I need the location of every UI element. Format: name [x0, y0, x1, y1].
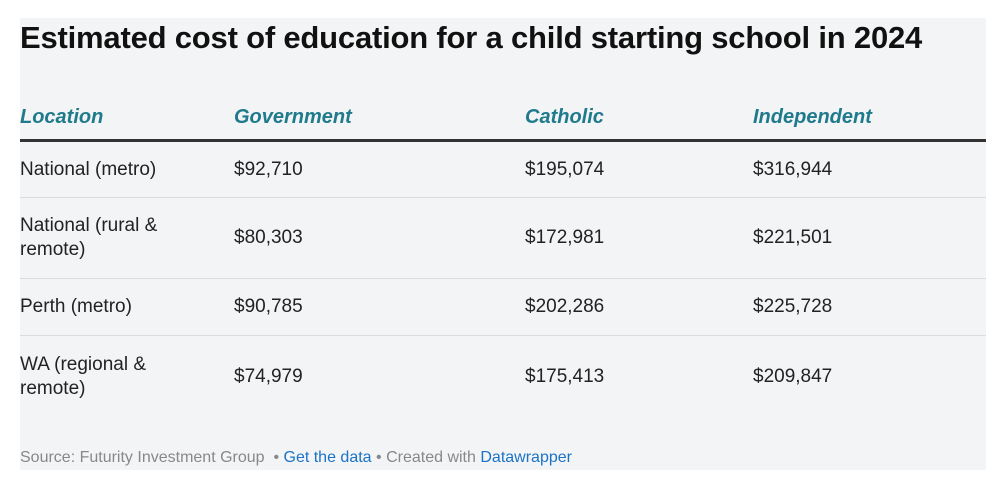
table-row: National (rural & remote) $80,303 $172,9…: [20, 197, 986, 279]
footer-separator: •: [273, 449, 280, 466]
column-header-catholic[interactable]: Catholic: [525, 96, 753, 142]
chart-title: Estimated cost of education for a child …: [20, 20, 923, 55]
table-row: Perth (metro) $90,785 $202,286 $225,728: [20, 278, 986, 336]
cell-catholic: $175,413: [525, 366, 605, 387]
cell-independent: $221,501: [753, 197, 986, 279]
get-the-data-link[interactable]: Get the data: [283, 449, 372, 466]
cell-location: National (metro): [20, 140, 234, 198]
table-row: WA (regional & remote) $74,979 $175,413 …: [20, 336, 986, 419]
chart-footer: Source: Futurity Investment Group • Get …: [20, 449, 572, 467]
cell-government: $74,979: [234, 366, 303, 387]
footer-separator: •: [376, 449, 382, 466]
cell-government: $80,303: [234, 197, 525, 279]
cell-catholic: $172,981: [525, 197, 753, 279]
column-header-government[interactable]: Government: [234, 96, 525, 142]
cell-government: $92,710: [234, 140, 525, 198]
column-header-location[interactable]: Location: [20, 96, 234, 142]
cell-government: $90,785: [234, 278, 525, 336]
source-note: Source: Futurity Investment Group: [20, 449, 265, 466]
cell-independent: $225,728: [753, 278, 986, 336]
datawrapper-link[interactable]: Datawrapper: [480, 449, 572, 466]
column-header-independent[interactable]: Independent: [753, 96, 986, 142]
cell-independent: $316,944: [753, 140, 986, 198]
table-header-row: Location Government Catholic Independent: [20, 96, 986, 142]
cell-location: Perth (metro): [20, 278, 234, 336]
table-row: National (metro) $92,710 $195,074 $316,9…: [20, 140, 986, 198]
data-table: Location Government Catholic Independent…: [20, 96, 986, 418]
cell-location: National (rural & remote): [20, 197, 234, 279]
created-with-text: Created with: [386, 449, 476, 466]
cell-catholic: $195,074: [525, 140, 753, 198]
cell-catholic: $202,286: [525, 278, 753, 336]
cell-location: WA (regional & remote): [20, 354, 147, 399]
cell-independent: $209,847: [753, 366, 833, 387]
